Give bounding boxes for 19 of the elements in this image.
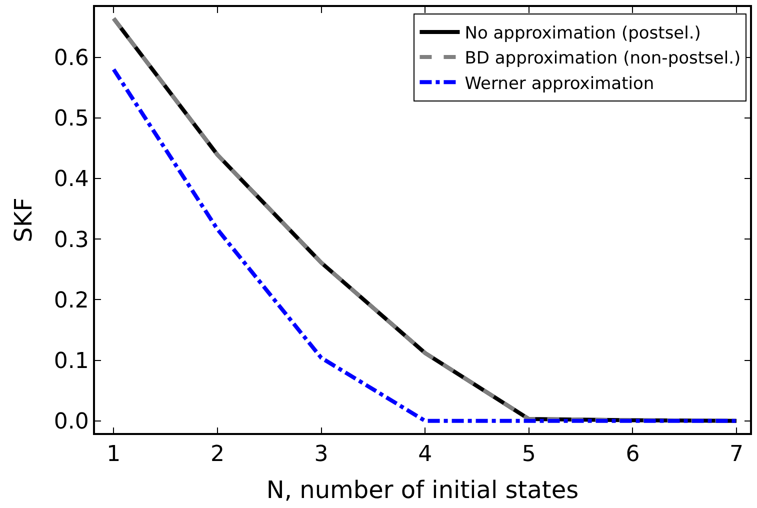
legend-label: BD approximation (non-postsel.) xyxy=(464,48,741,69)
legend-label: Werner approximation xyxy=(464,74,654,94)
y-tick-label: 0.3 xyxy=(54,228,89,253)
y-tick-label: 0.4 xyxy=(54,167,89,192)
x-tick-label: 5 xyxy=(522,442,536,468)
x-tick-label: 1 xyxy=(106,442,121,468)
x-tick-label: 6 xyxy=(626,442,640,468)
y-tick-label: 0.1 xyxy=(54,348,89,374)
y-tick-label: 0.0 xyxy=(54,410,89,435)
x-axis-title: N, number of initial states xyxy=(266,476,579,504)
y-tick-label: 0.5 xyxy=(54,106,89,132)
y-tick-label: 0.6 xyxy=(54,46,89,71)
y-axis-title: SKF xyxy=(9,198,38,242)
x-tick-label: 7 xyxy=(730,442,744,468)
y-tick-label: 0.2 xyxy=(54,288,89,314)
legend-label: No approximation (postsel.) xyxy=(464,24,701,44)
x-tick-label: 2 xyxy=(210,442,224,468)
x-tick-label: 3 xyxy=(314,442,328,468)
x-tick-label: 4 xyxy=(418,442,432,468)
